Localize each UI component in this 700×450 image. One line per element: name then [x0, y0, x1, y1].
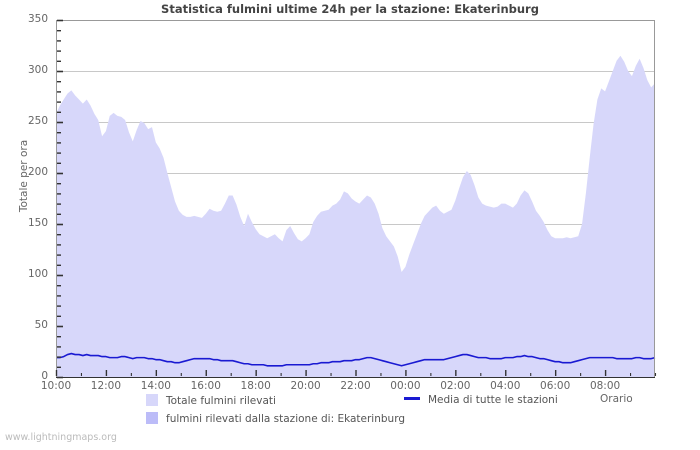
x-tick-label-0400: 04:00 [490, 380, 521, 392]
x-tick-label-0000: 00:00 [390, 380, 421, 392]
legend-line-marker-2 [404, 397, 420, 400]
y-tick-label-150: 150 [27, 217, 48, 229]
watermark-text: www.lightningmaps.org [5, 432, 117, 443]
legend-swatch-0 [146, 394, 158, 406]
legend-item-0[interactable]: Totale fulmini rilevati [146, 394, 276, 407]
page-title: Statistica fulmini ultime 24h per la sta… [161, 2, 539, 16]
y-tick-label-50: 50 [34, 319, 48, 331]
chart-legend: Totale fulmini rilevati fulmini rilevati … [0, 392, 700, 432]
legend-item-2[interactable]: Media di tutte le stazioni [404, 394, 558, 406]
y-tick-label-250: 250 [27, 115, 48, 127]
y-tick-label-300: 300 [27, 64, 48, 76]
legend-label-0: Totale fulmini rilevati [166, 395, 276, 407]
legend-label-1: fulmini rilevati dalla stazione di: Ekat… [166, 413, 405, 425]
y-tick-label-100: 100 [27, 268, 48, 280]
x-tick-label-1600: 16:00 [190, 380, 221, 392]
x-tick-label-2000: 20:00 [290, 380, 321, 392]
x-tick-label-1800: 18:00 [240, 380, 271, 392]
x-tick-label-0600: 06:00 [540, 380, 571, 392]
x-tick-label-1000: 10:00 [40, 380, 72, 392]
line-mean-all-stations [56, 352, 656, 367]
x-tick-label-2200: 22:00 [340, 380, 371, 392]
x-tick-label-0800: 08:00 [589, 380, 621, 392]
x-tick-label-1400: 14:00 [140, 380, 171, 392]
y-tick-label-200: 200 [27, 166, 48, 178]
x-tick-label-0200: 02:00 [440, 380, 471, 392]
x-tick-label-1200: 12:00 [90, 380, 122, 392]
x-axis-label: Orario [600, 393, 633, 405]
legend-label-2: Media di tutte le stazioni [428, 394, 558, 406]
legend-item-1[interactable]: fulmini rilevati dalla stazione di: Ekat… [146, 412, 405, 425]
area-total-detected [56, 55, 655, 377]
y-tick-label-0: 0 [41, 370, 48, 382]
y-tick-label-350: 350 [27, 13, 48, 25]
legend-swatch-1 [146, 412, 158, 424]
